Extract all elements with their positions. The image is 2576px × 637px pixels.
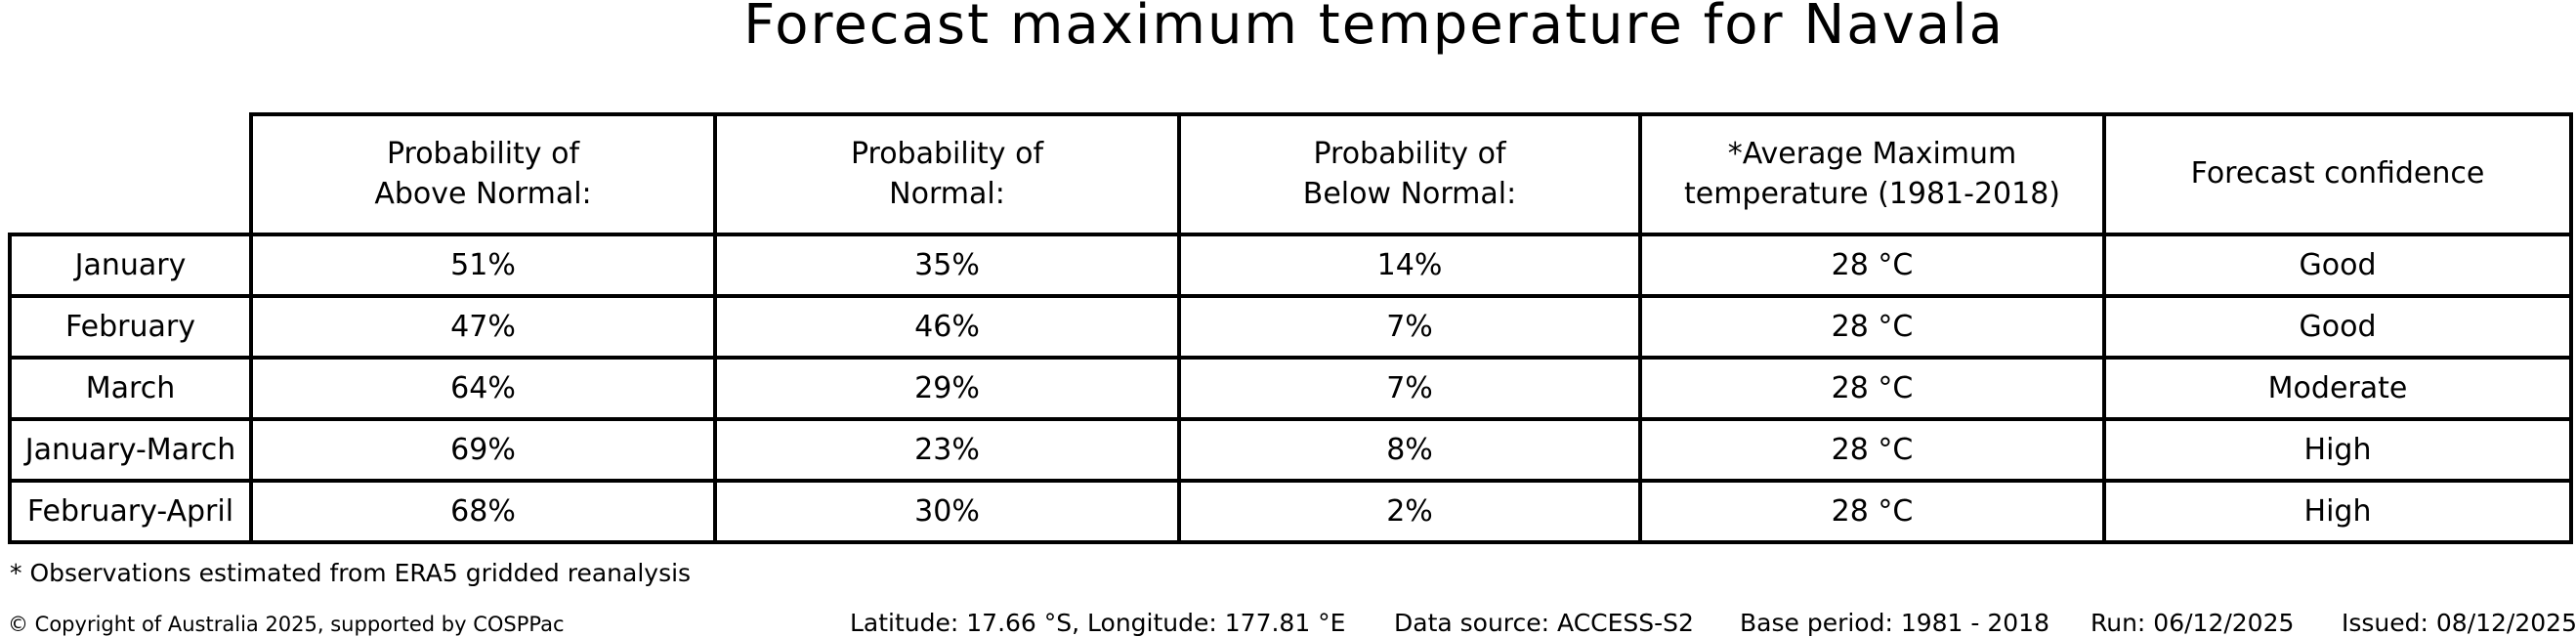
- cell-normal: 35%: [713, 233, 1181, 298]
- cell-below-normal: 14%: [1177, 233, 1642, 298]
- cell-forecast-confidence: Good: [2102, 294, 2573, 360]
- row-label: March: [8, 356, 253, 421]
- cell-below-normal: 2%: [1177, 479, 1642, 544]
- row-label: February: [8, 294, 253, 360]
- cell-forecast-confidence: High: [2102, 479, 2573, 544]
- cell-normal: 23%: [713, 417, 1181, 483]
- cell-forecast-confidence: High: [2102, 417, 2573, 483]
- table-row-february-april: February-April 68% 30% 2% 28 °C High: [8, 479, 2573, 544]
- cell-average-max-temp: 28 °C: [1638, 294, 2106, 360]
- cell-below-normal: 7%: [1177, 294, 1642, 360]
- cell-forecast-confidence: Good: [2102, 233, 2573, 298]
- copyright-text: © Copyright of Australia 2025, supported…: [8, 613, 565, 636]
- forecast-table-container: Probability of Above Normal: Probability…: [8, 112, 2573, 544]
- cell-average-max-temp: 28 °C: [1638, 233, 2106, 298]
- cell-normal: 46%: [713, 294, 1181, 360]
- table-header-row: Probability of Above Normal: Probability…: [10, 112, 2573, 236]
- run-date-text: Run: 06/12/2025: [2090, 609, 2295, 637]
- col-header-average-max-temp: *Average Maximum temperature (1981-2018): [1638, 112, 2106, 236]
- cell-average-max-temp: 28 °C: [1638, 479, 2106, 544]
- data-source-text: Data source: ACCESS-S2: [1394, 609, 1694, 637]
- col-header-above-normal: Probability of Above Normal:: [249, 112, 717, 236]
- cell-normal: 29%: [713, 356, 1181, 421]
- row-label: February-April: [8, 479, 253, 544]
- page-title: Forecast maximum temperature for Navala: [743, 0, 2005, 57]
- cell-above-normal: 68%: [249, 479, 717, 544]
- cell-average-max-temp: 28 °C: [1638, 356, 2106, 421]
- cell-average-max-temp: 28 °C: [1638, 417, 2106, 483]
- cell-above-normal: 51%: [249, 233, 717, 298]
- table-row-february: February 47% 46% 7% 28 °C Good: [8, 294, 2573, 360]
- era5-footnote: * Observations estimated from ERA5 gridd…: [10, 559, 692, 587]
- cell-below-normal: 8%: [1177, 417, 1642, 483]
- cell-above-normal: 64%: [249, 356, 717, 421]
- table-row-january-march: January-March 69% 23% 8% 28 °C High: [8, 417, 2573, 483]
- cell-normal: 30%: [713, 479, 1181, 544]
- forecast-table: Probability of Above Normal: Probability…: [8, 112, 2573, 544]
- row-label: January-March: [8, 417, 253, 483]
- cell-above-normal: 69%: [249, 417, 717, 483]
- empty-corner-cell: [10, 114, 251, 234]
- table-row-january: January 51% 35% 14% 28 °C Good: [8, 233, 2573, 298]
- location-text: Latitude: 17.66 °S, Longitude: 177.81 °E: [850, 609, 1346, 637]
- table-row-march: March 64% 29% 7% 28 °C Moderate: [8, 356, 2573, 421]
- col-header-below-normal: Probability of Below Normal:: [1177, 112, 1642, 236]
- issued-date-text: Issued: 08/12/2025: [2342, 609, 2576, 637]
- cell-above-normal: 47%: [249, 294, 717, 360]
- col-header-forecast-confidence: Forecast confidence: [2102, 112, 2573, 236]
- col-header-normal: Probability of Normal:: [713, 112, 1181, 236]
- cell-forecast-confidence: Moderate: [2102, 356, 2573, 421]
- row-label: January: [8, 233, 253, 298]
- cell-below-normal: 7%: [1177, 356, 1642, 421]
- base-period-text: Base period: 1981 - 2018: [1740, 609, 2049, 637]
